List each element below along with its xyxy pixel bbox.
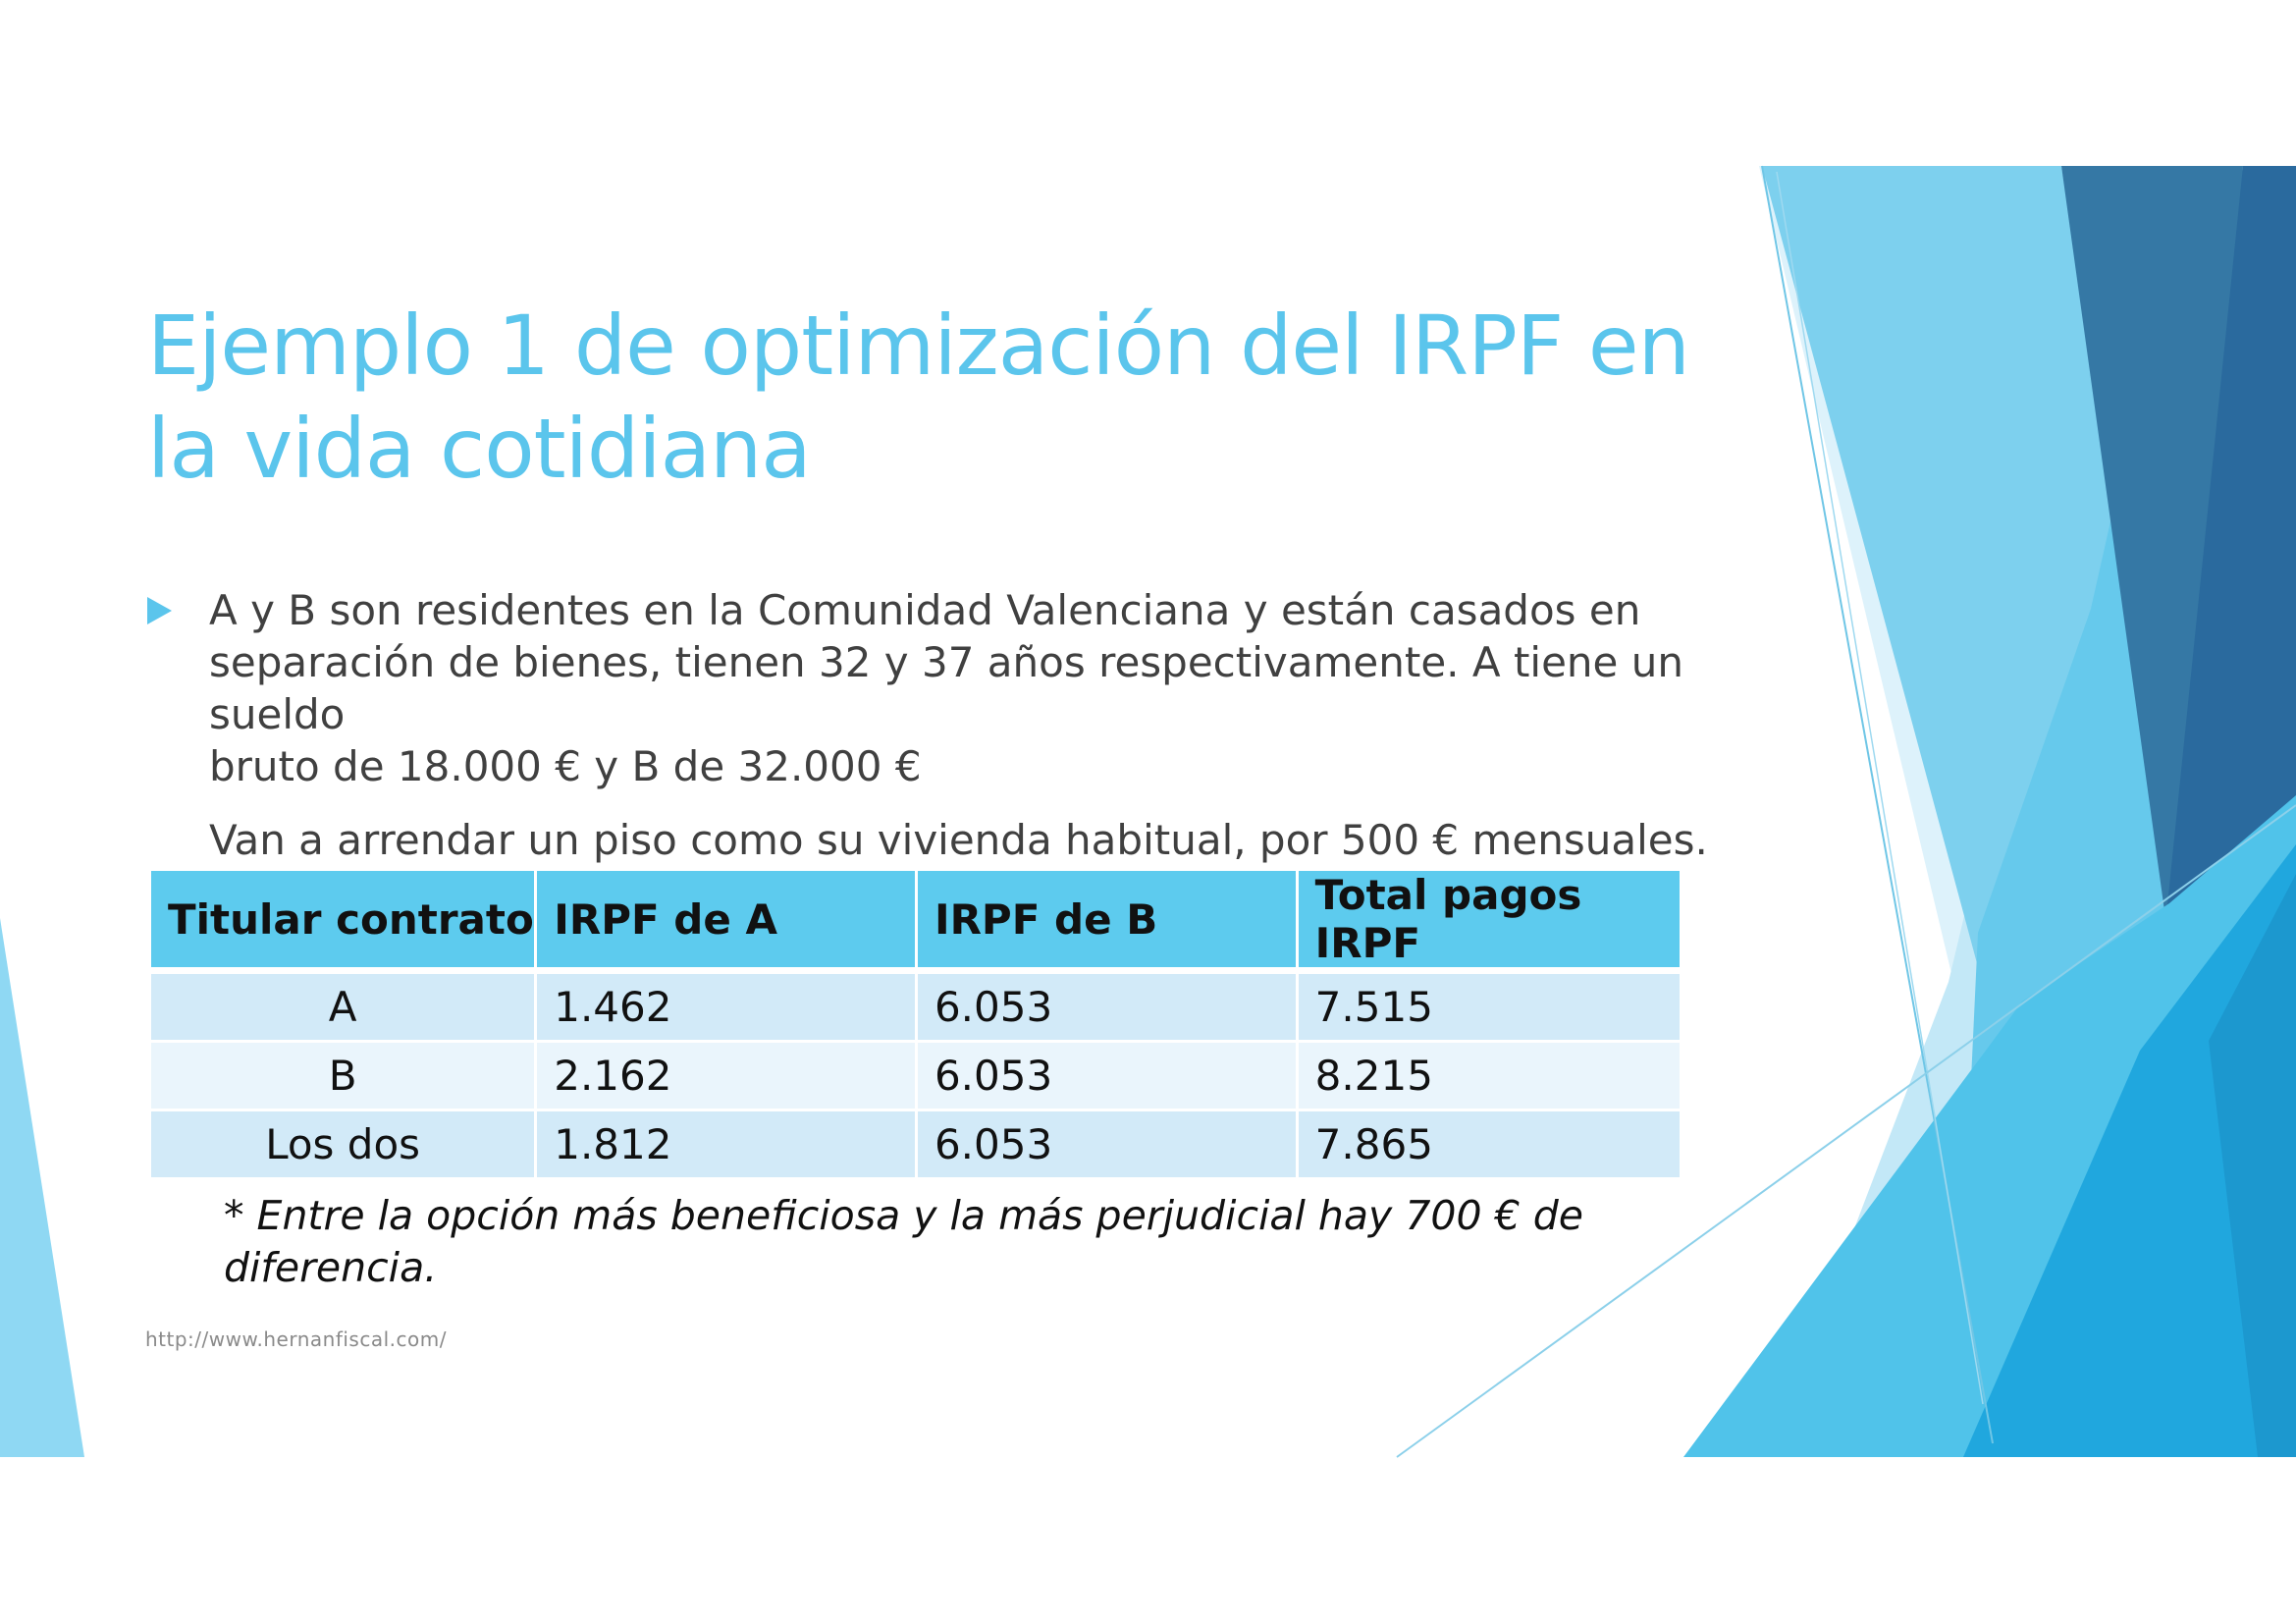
- cell-irpf-b: 6.053: [917, 1111, 1299, 1180]
- header-irpf-a: IRPF de A: [537, 871, 918, 974]
- cell-irpf-a: 1.462: [537, 974, 918, 1043]
- rent-paragraph: Van a arrendar un piso como su vivienda …: [209, 816, 1708, 864]
- cell-irpf-a: 2.162: [537, 1043, 918, 1111]
- cell-total: 8.215: [1298, 1043, 1680, 1111]
- cell-total: 7.515: [1298, 974, 1680, 1043]
- difference-note: * Entre la opción más beneficiosa y la m…: [224, 1190, 1598, 1294]
- header-irpf-b: IRPF de B: [917, 871, 1299, 974]
- paragraph-line: separación de bienes, tienen 32 y 37 año…: [209, 638, 1683, 738]
- cell-irpf-b: 6.053: [917, 974, 1299, 1043]
- bullet-paragraph: A y B son residentes en la Comunidad Val…: [147, 584, 1728, 792]
- table-row: A 1.462 6.053 7.515: [151, 974, 1680, 1043]
- left-decor-triangle: [0, 918, 84, 1457]
- slide-body: A y B son residentes en la Comunidad Val…: [147, 584, 1728, 866]
- table-header-row: Titular contrato IRPF de A IRPF de B Tot…: [151, 871, 1680, 974]
- note-line: diferencia.: [224, 1244, 438, 1291]
- irpf-comparison-table: Titular contrato IRPF de A IRPF de B Tot…: [151, 871, 1680, 1180]
- paragraph-line: A y B son residentes en la Comunidad Val…: [209, 586, 1641, 634]
- cell-titular: B: [151, 1043, 538, 1111]
- cell-irpf-a: 1.812: [537, 1111, 918, 1180]
- header-total-pagos: Total pagos IRPF: [1298, 871, 1680, 974]
- cell-titular: A: [151, 974, 538, 1043]
- slide-title-line-1: Ejemplo 1 de optimización del IRPF en: [147, 298, 1690, 394]
- cell-total: 7.865: [1298, 1111, 1680, 1180]
- header-titular-contrato: Titular contrato: [151, 871, 538, 974]
- footer-url[interactable]: http://www.hernanfiscal.com/: [145, 1327, 447, 1351]
- paragraph-line: bruto de 18.000 € y B de 32.000 €: [209, 742, 922, 790]
- note-line: * Entre la opción más beneficiosa y la m…: [224, 1192, 1583, 1239]
- triangle-right-bullet-icon: [147, 597, 172, 624]
- cell-titular: Los dos: [151, 1111, 538, 1180]
- slide-title-line-2: la vida cotidiana: [147, 401, 812, 497]
- cell-irpf-b: 6.053: [917, 1043, 1299, 1111]
- table-row: B 2.162 6.053 8.215: [151, 1043, 1680, 1111]
- slide-title: Ejemplo 1 de optimización del IRPF en la…: [147, 295, 1718, 501]
- table-row: Los dos 1.812 6.053 7.865: [151, 1111, 1680, 1180]
